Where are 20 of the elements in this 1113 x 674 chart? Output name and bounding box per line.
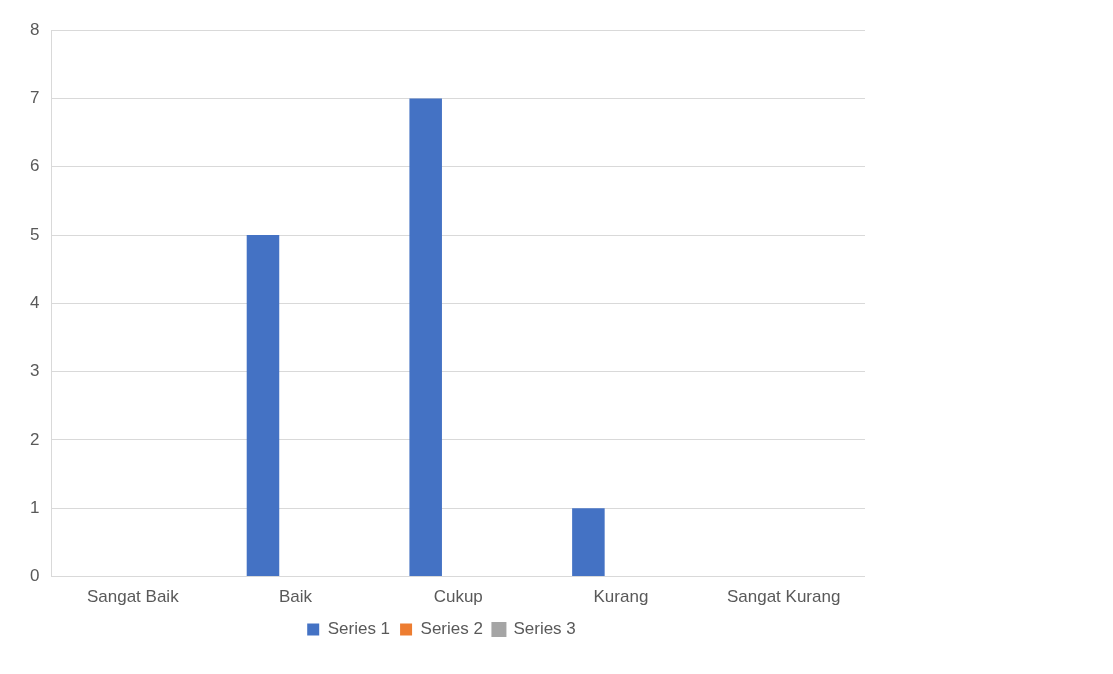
y-tick-label: 2 bbox=[29, 429, 40, 449]
y-tick-label: 0 bbox=[29, 566, 40, 586]
legend-label: Series 2 bbox=[420, 619, 483, 639]
x-tick-label: Baik bbox=[278, 587, 313, 607]
x-tick-label: Sangat Baik bbox=[86, 587, 180, 607]
x-tick-label: Kurang bbox=[593, 587, 649, 607]
y-tick-label: 5 bbox=[29, 224, 40, 244]
x-tick-label: Sangat Kurang bbox=[726, 587, 841, 607]
bar bbox=[572, 508, 605, 577]
y-tick-label: 6 bbox=[29, 156, 40, 176]
y-tick-label: 4 bbox=[29, 293, 40, 313]
x-tick-label: Cukup bbox=[433, 587, 483, 607]
y-tick-label: 1 bbox=[29, 497, 40, 517]
legend-label: Series 3 bbox=[513, 619, 576, 639]
y-tick-label: 7 bbox=[29, 88, 40, 108]
bar bbox=[246, 235, 280, 577]
y-tick-label: 3 bbox=[29, 361, 40, 381]
bar bbox=[409, 98, 442, 577]
legend-label: Series 1 bbox=[327, 619, 391, 639]
y-tick-label: 8 bbox=[29, 19, 40, 39]
